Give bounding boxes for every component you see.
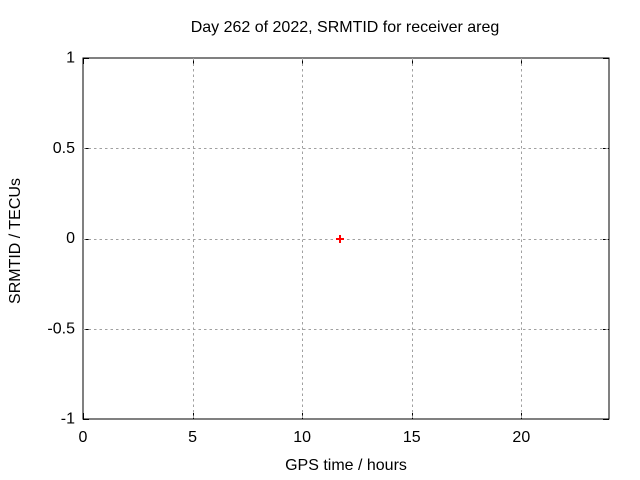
- x-tick-label: 5: [188, 429, 197, 446]
- y-axis-label: SRMTID / TECUs: [7, 178, 24, 304]
- x-tick-label: 0: [79, 429, 88, 446]
- plot-border: [82, 57, 610, 420]
- y-tick-label: 1: [66, 50, 75, 67]
- x-tick-label: 20: [512, 429, 530, 446]
- y-tick-label: -0.5: [47, 320, 75, 337]
- chart-title: Day 262 of 2022, SRMTID for receiver are…: [191, 19, 500, 36]
- x-tick-label: 10: [293, 429, 311, 446]
- x-axis-label: GPS time / hours: [285, 457, 407, 474]
- y-tick-label: -1: [61, 411, 75, 428]
- y-tick-label: 0.5: [53, 140, 75, 157]
- x-tick-label: 15: [403, 429, 421, 446]
- data-point-marker: [336, 235, 344, 243]
- y-tick-label: 0: [66, 230, 75, 247]
